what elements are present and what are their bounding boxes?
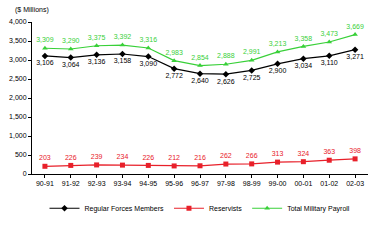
svg-text:02-03: 02-03 <box>346 180 364 187</box>
svg-text:3,158: 3,158 <box>114 57 132 64</box>
svg-text:398: 398 <box>349 147 361 154</box>
svg-text:2,626: 2,626 <box>217 78 235 85</box>
svg-text:3,375: 3,375 <box>88 34 106 41</box>
svg-text:3,110: 3,110 <box>321 59 338 66</box>
svg-text:324: 324 <box>298 150 310 157</box>
svg-text:3,290: 3,290 <box>62 37 80 44</box>
svg-text:2,500: 2,500 <box>9 75 27 82</box>
svg-text:2,725: 2,725 <box>243 74 261 81</box>
svg-text:3,106: 3,106 <box>36 59 54 66</box>
svg-text:91-92: 91-92 <box>62 180 80 187</box>
svg-text:Reservists: Reservists <box>209 205 242 212</box>
svg-text:239: 239 <box>91 153 103 160</box>
svg-text:2,991: 2,991 <box>243 48 261 55</box>
svg-text:0: 0 <box>23 170 27 177</box>
svg-text:1,500: 1,500 <box>9 113 27 120</box>
svg-text:3,309: 3,309 <box>36 36 54 43</box>
svg-text:2,854: 2,854 <box>191 54 209 61</box>
svg-text:2,000: 2,000 <box>9 94 27 101</box>
svg-text:96-97: 96-97 <box>191 180 209 187</box>
svg-text:97-98: 97-98 <box>217 180 235 187</box>
svg-text:262: 262 <box>220 152 232 159</box>
svg-text:3,090: 3,090 <box>140 60 158 67</box>
svg-text:01-02: 01-02 <box>320 180 338 187</box>
svg-text:4,000: 4,000 <box>9 18 27 25</box>
svg-text:1,000: 1,000 <box>9 132 27 139</box>
svg-text:203: 203 <box>39 154 51 161</box>
svg-text:2,900: 2,900 <box>269 67 287 74</box>
svg-text:3,064: 3,064 <box>62 61 80 68</box>
svg-text:3,034: 3,034 <box>295 62 313 69</box>
svg-text:2,983: 2,983 <box>165 49 183 56</box>
svg-text:98-99: 98-99 <box>243 180 261 187</box>
svg-text:93-94: 93-94 <box>114 180 132 187</box>
svg-text:313: 313 <box>272 150 284 157</box>
svg-text:266: 266 <box>246 152 258 159</box>
svg-text:234: 234 <box>117 153 129 160</box>
svg-text:3,000: 3,000 <box>9 56 27 63</box>
svg-text:90-91: 90-91 <box>36 180 54 187</box>
svg-text:226: 226 <box>65 154 77 161</box>
svg-text:3,473: 3,473 <box>320 30 338 37</box>
svg-text:00-01: 00-01 <box>294 180 312 187</box>
svg-text:3,669: 3,669 <box>346 23 364 30</box>
svg-text:3,316: 3,316 <box>140 36 158 43</box>
svg-text:Total Military Payroll: Total Military Payroll <box>287 205 350 213</box>
svg-text:99-00: 99-00 <box>269 180 287 187</box>
svg-text:212: 212 <box>168 154 180 161</box>
svg-text:363: 363 <box>323 148 335 155</box>
svg-text:($ Millions): ($ Millions) <box>15 6 49 14</box>
svg-text:3,500: 3,500 <box>9 37 27 44</box>
svg-text:3,136: 3,136 <box>88 58 106 65</box>
svg-text:2,640: 2,640 <box>191 77 209 84</box>
svg-text:3,271: 3,271 <box>346 53 364 60</box>
svg-text:216: 216 <box>194 154 206 161</box>
svg-text:3,392: 3,392 <box>114 33 132 40</box>
svg-text:3,213: 3,213 <box>269 40 287 47</box>
svg-text:3,358: 3,358 <box>295 35 313 42</box>
svg-text:2,888: 2,888 <box>217 52 235 59</box>
svg-text:Regular Forces Members: Regular Forces Members <box>85 205 164 213</box>
svg-text:92-93: 92-93 <box>88 180 106 187</box>
svg-text:500: 500 <box>15 151 27 158</box>
svg-text:2,772: 2,772 <box>165 72 183 79</box>
svg-text:94-95: 94-95 <box>139 180 157 187</box>
svg-text:226: 226 <box>142 154 154 161</box>
svg-text:95-96: 95-96 <box>165 180 183 187</box>
